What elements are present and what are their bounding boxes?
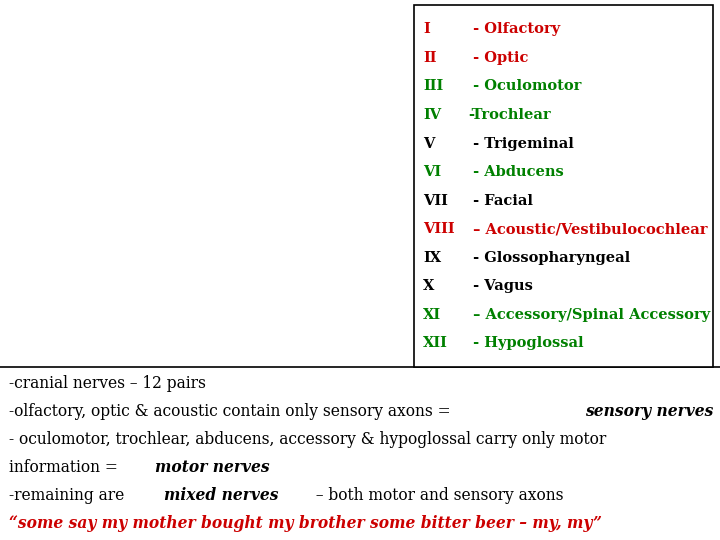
Text: mixed nerves: mixed nerves [163,487,278,504]
Text: sensory nerves: sensory nerves [585,403,713,420]
Text: II: II [423,51,437,65]
Text: -Trochlear: -Trochlear [468,108,551,122]
Text: III: III [423,79,444,93]
Text: - Facial: - Facial [468,193,533,207]
Text: - Abducens: - Abducens [468,165,564,179]
Text: -remaining are: -remaining are [9,487,129,504]
Text: motor nerves: motor nerves [156,459,270,476]
Text: VII: VII [423,193,449,207]
Text: X: X [423,279,435,293]
Text: -olfactory, optic & acoustic contain only sensory axons =: -olfactory, optic & acoustic contain onl… [9,403,455,420]
Text: – Acoustic/Vestibulocochlear: – Acoustic/Vestibulocochlear [468,222,708,236]
Text: - Trigeminal: - Trigeminal [468,137,574,151]
Text: information =: information = [9,459,122,476]
Text: IV: IV [423,108,441,122]
Text: - Hypoglossal: - Hypoglossal [468,336,584,350]
FancyBboxPatch shape [414,5,713,367]
Text: “some say my mother bought my brother some bitter beer – my, my”: “some say my mother bought my brother so… [9,515,601,532]
Text: V: V [423,137,435,151]
Text: XII: XII [423,336,449,350]
Text: – Accessory/Spinal Accessory: – Accessory/Spinal Accessory [468,308,710,322]
Text: - Olfactory: - Olfactory [468,22,560,36]
Text: VIII: VIII [423,222,455,236]
Text: - Optic: - Optic [468,51,528,65]
Text: - Glossopharyngeal: - Glossopharyngeal [468,251,630,265]
Text: VI: VI [423,165,441,179]
Text: XI: XI [423,308,441,322]
Text: - Oculomotor: - Oculomotor [468,79,581,93]
Text: -cranial nerves – 12 pairs: -cranial nerves – 12 pairs [9,375,205,393]
Text: - oculomotor, trochlear, abducens, accessory & hypoglossal carry only motor: - oculomotor, trochlear, abducens, acces… [9,431,606,448]
Text: - Vagus: - Vagus [468,279,533,293]
Text: IX: IX [423,251,441,265]
Text: I: I [423,22,430,36]
Text: – both motor and sensory axons: – both motor and sensory axons [311,487,564,504]
